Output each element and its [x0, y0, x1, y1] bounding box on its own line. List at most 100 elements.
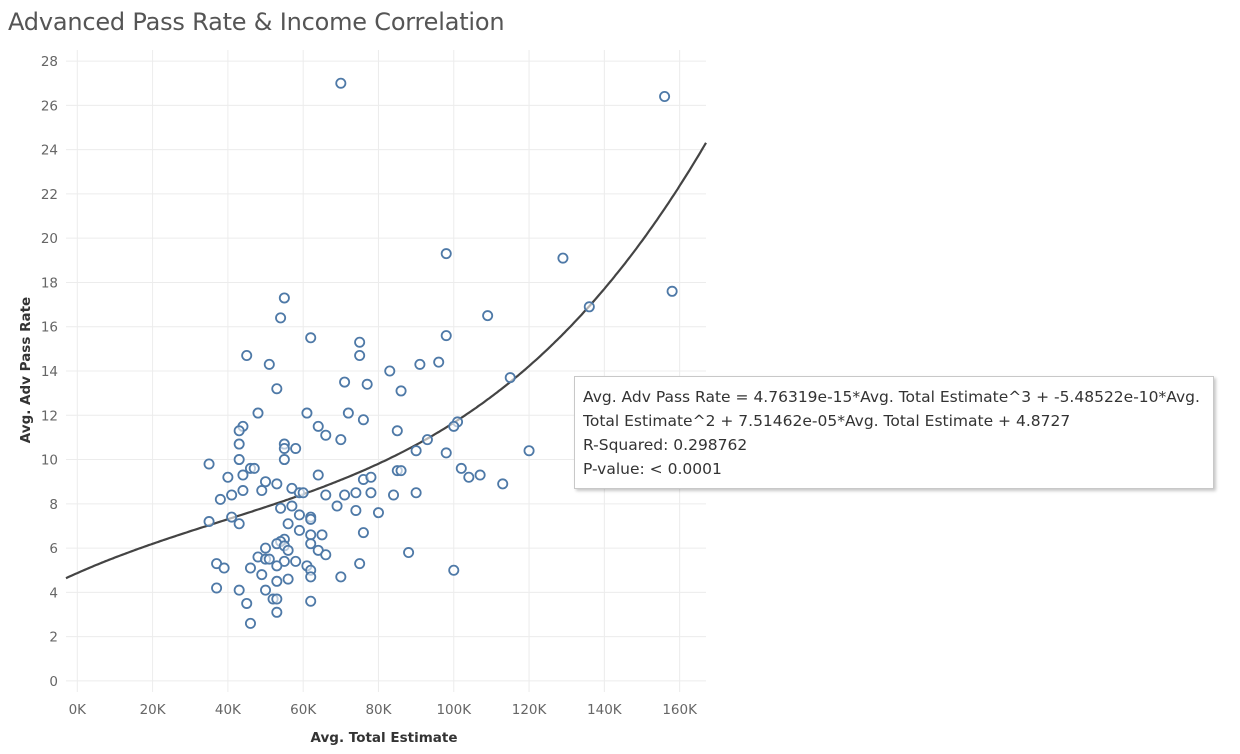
data-point[interactable]	[305, 529, 317, 541]
data-point[interactable]	[244, 562, 256, 574]
data-point[interactable]	[293, 509, 305, 521]
data-point[interactable]	[354, 336, 366, 348]
data-point[interactable]	[290, 442, 302, 454]
data-point[interactable]	[316, 529, 328, 541]
data-point[interactable]	[278, 292, 290, 304]
data-point[interactable]	[365, 471, 377, 483]
data-point[interactable]	[233, 438, 245, 450]
data-point[interactable]	[410, 445, 422, 457]
data-point[interactable]	[666, 285, 678, 297]
data-point[interactable]	[557, 252, 569, 264]
data-point[interactable]	[388, 489, 400, 501]
data-point[interactable]	[482, 310, 494, 322]
data-point[interactable]	[271, 478, 283, 490]
data-point[interactable]	[290, 555, 302, 567]
data-point[interactable]	[384, 365, 396, 377]
data-point[interactable]	[252, 407, 264, 419]
data-point[interactable]	[260, 584, 272, 596]
data-point[interactable]	[233, 425, 245, 437]
data-point[interactable]	[211, 582, 223, 594]
data-point[interactable]	[357, 527, 369, 539]
data-point[interactable]	[271, 383, 283, 395]
data-point[interactable]	[226, 489, 238, 501]
data-point[interactable]	[440, 330, 452, 342]
data-point[interactable]	[421, 434, 433, 446]
data-point[interactable]	[263, 553, 275, 565]
data-point[interactable]	[260, 476, 272, 488]
data-point[interactable]	[350, 504, 362, 516]
polynomial-trend-line[interactable]	[65, 142, 707, 580]
data-point[interactable]	[410, 487, 422, 499]
data-point[interactable]	[659, 90, 671, 102]
data-point[interactable]	[256, 485, 268, 497]
data-point[interactable]	[248, 462, 260, 474]
data-point[interactable]	[504, 372, 516, 384]
data-point[interactable]	[395, 385, 407, 397]
data-point[interactable]	[237, 469, 249, 481]
data-point[interactable]	[256, 569, 268, 581]
data-point[interactable]	[320, 549, 332, 561]
data-point[interactable]	[282, 544, 294, 556]
data-point[interactable]	[226, 511, 238, 523]
data-point[interactable]	[448, 564, 460, 576]
data-point[interactable]	[354, 350, 366, 362]
data-point[interactable]	[203, 458, 215, 470]
data-point[interactable]	[305, 538, 317, 550]
data-point[interactable]	[214, 493, 226, 505]
data-point[interactable]	[305, 595, 317, 607]
data-point[interactable]	[455, 462, 467, 474]
data-point[interactable]	[497, 478, 509, 490]
data-point[interactable]	[305, 571, 317, 583]
data-point[interactable]	[301, 407, 313, 419]
data-point[interactable]	[339, 376, 351, 388]
data-point[interactable]	[320, 429, 332, 441]
data-point[interactable]	[293, 524, 305, 536]
data-point[interactable]	[203, 516, 215, 528]
data-point[interactable]	[433, 356, 445, 368]
data-point[interactable]	[331, 500, 343, 512]
data-point[interactable]	[260, 542, 272, 554]
data-point[interactable]	[233, 454, 245, 466]
data-point[interactable]	[271, 575, 283, 587]
data-point[interactable]	[339, 489, 351, 501]
data-point[interactable]	[275, 312, 287, 324]
data-point[interactable]	[357, 414, 369, 426]
data-point[interactable]	[275, 502, 287, 514]
data-point[interactable]	[440, 447, 452, 459]
data-point[interactable]	[335, 571, 347, 583]
data-point[interactable]	[305, 513, 317, 525]
data-point[interactable]	[365, 487, 377, 499]
data-point[interactable]	[271, 593, 283, 605]
data-point[interactable]	[297, 487, 309, 499]
data-point[interactable]	[583, 301, 595, 313]
data-point[interactable]	[320, 489, 332, 501]
data-point[interactable]	[263, 358, 275, 370]
data-point[interactable]	[233, 584, 245, 596]
data-point[interactable]	[241, 597, 253, 609]
data-point[interactable]	[463, 471, 475, 483]
data-point[interactable]	[233, 518, 245, 530]
data-point[interactable]	[395, 465, 407, 477]
data-point[interactable]	[440, 248, 452, 260]
data-point[interactable]	[335, 77, 347, 89]
data-point[interactable]	[448, 420, 460, 432]
data-point[interactable]	[222, 471, 234, 483]
data-point[interactable]	[391, 425, 403, 437]
data-point[interactable]	[271, 560, 283, 572]
data-point[interactable]	[271, 606, 283, 618]
data-point[interactable]	[282, 573, 294, 585]
data-point[interactable]	[237, 485, 249, 497]
data-point[interactable]	[286, 500, 298, 512]
data-point[interactable]	[403, 547, 415, 559]
data-point[interactable]	[218, 562, 230, 574]
data-point[interactable]	[278, 454, 290, 466]
data-point[interactable]	[241, 350, 253, 362]
data-point[interactable]	[278, 442, 290, 454]
data-point[interactable]	[414, 358, 426, 370]
data-point[interactable]	[474, 469, 486, 481]
data-point[interactable]	[354, 558, 366, 570]
data-point[interactable]	[350, 487, 362, 499]
data-point[interactable]	[523, 445, 535, 457]
data-point[interactable]	[305, 332, 317, 344]
data-point[interactable]	[244, 617, 256, 629]
